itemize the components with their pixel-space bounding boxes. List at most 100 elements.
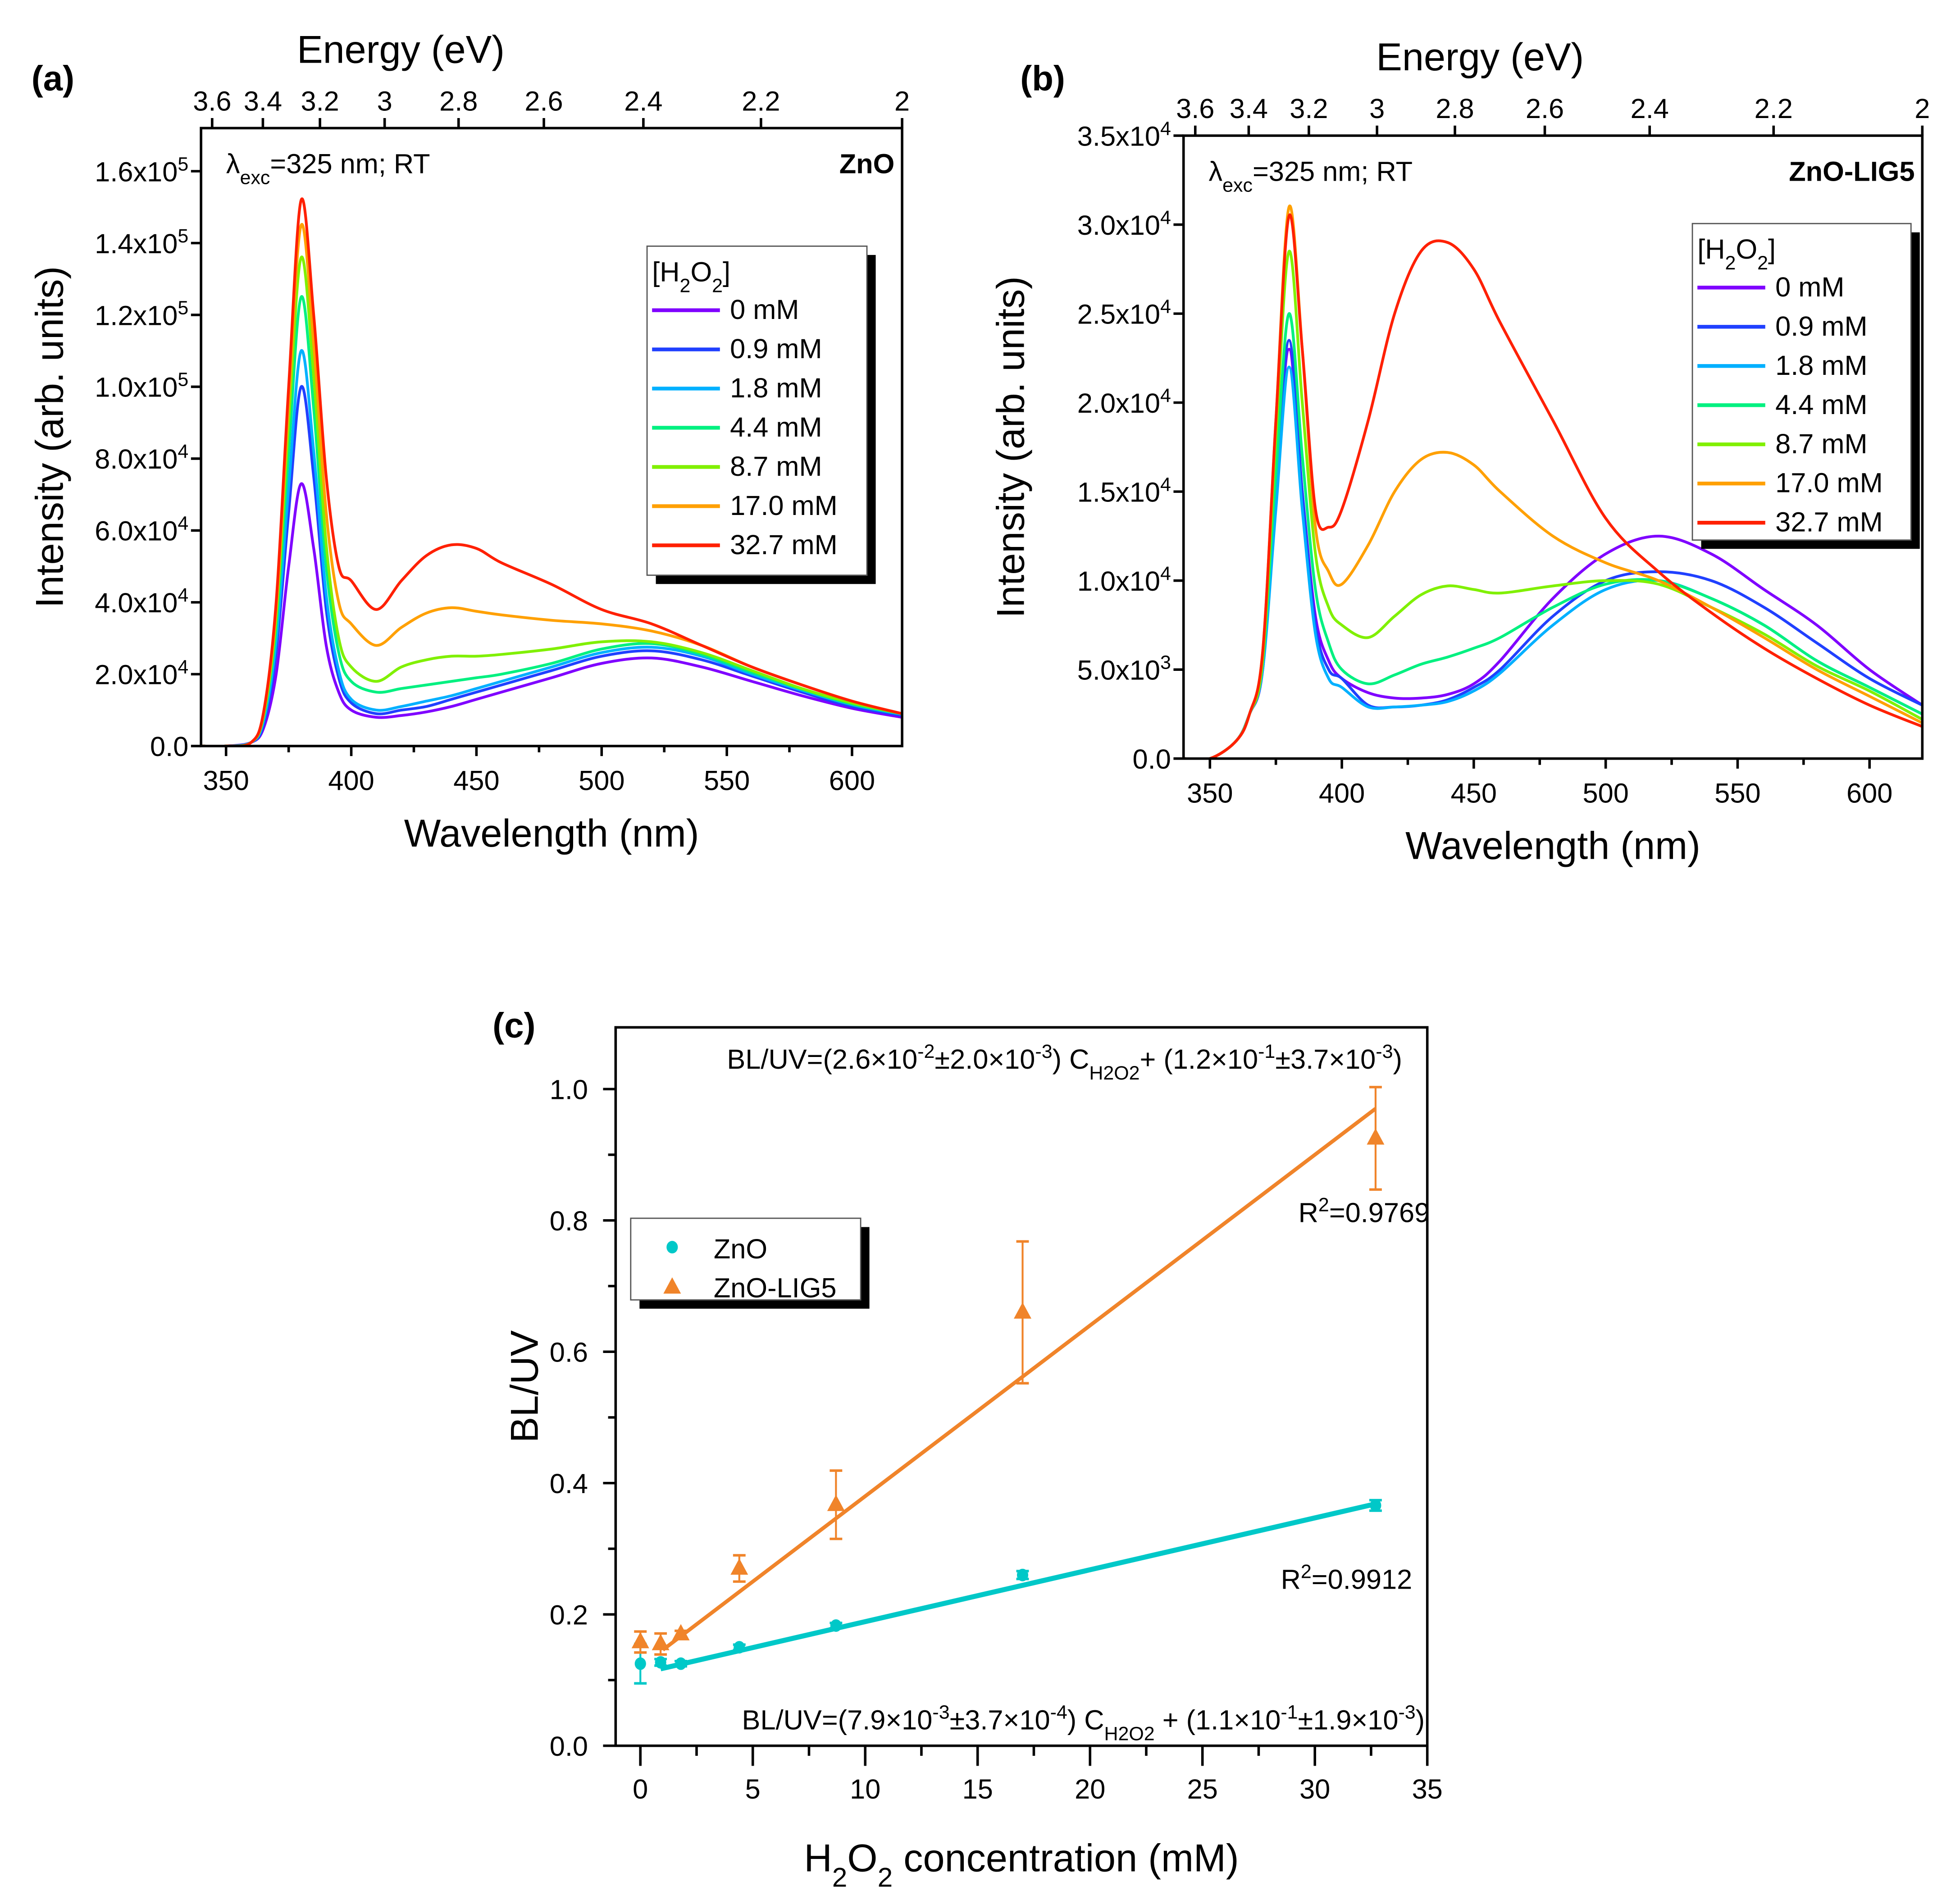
energy-tick-label: 3.6: [1176, 93, 1214, 124]
energy-tick-label: 2.8: [439, 85, 478, 116]
legend-label: 32.7 mM: [730, 529, 838, 560]
data-point-hexagon: [1016, 1568, 1029, 1581]
r-squared-ZnO: R2=0.9912: [1281, 1561, 1413, 1594]
y-tick-label: 1.0x104: [1077, 563, 1171, 597]
legend-label: 4.4 mM: [730, 411, 822, 442]
panel-label-a: (a): [32, 59, 74, 98]
energy-tick-label: 3: [1369, 93, 1385, 124]
legend-title: [H2O2]: [652, 256, 730, 296]
y-axis-title: BL/UV: [503, 1330, 546, 1443]
y-tick-label: 3.5x104: [1077, 118, 1171, 151]
x-tick-label: 600: [829, 765, 875, 796]
x-tick-label: 20: [1075, 1773, 1105, 1804]
excitation-annotation: λexc=325 nm; RT: [226, 148, 430, 189]
x-tick-label: 30: [1299, 1773, 1330, 1804]
data-point-hexagon: [1370, 1499, 1381, 1512]
y-axis-title: Intensity (arb. units): [989, 276, 1033, 618]
series-line-32.7mM: [201, 197, 903, 746]
legend-label: 17.0 mM: [730, 490, 838, 521]
data-point-triangle: [730, 1558, 748, 1575]
y-tick-label: 0.0: [150, 731, 188, 762]
energy-tick-label: 3.4: [1230, 93, 1268, 124]
x-axis-title: H2O2 concentration (mM): [804, 1837, 1239, 1893]
y-tick-label: 1.2x105: [95, 297, 188, 331]
series-line-0mM: [201, 482, 903, 746]
data-point-triangle: [672, 1624, 690, 1640]
x-tick-label: 350: [203, 765, 249, 796]
x-tick-label: 450: [453, 765, 499, 796]
legend-label: 17.0 mM: [1775, 467, 1883, 498]
data-point-hexagon: [830, 1619, 842, 1632]
sample-label: ZnO: [839, 148, 895, 179]
y-tick-label: 2.5x104: [1077, 296, 1171, 329]
panel-label-b: (b): [1020, 59, 1065, 98]
y-tick-label: 0.8: [550, 1205, 588, 1236]
energy-tick-label: 2.8: [1436, 93, 1474, 124]
y-tick-label: 8.0x104: [95, 441, 188, 474]
series-line-1.8mM: [201, 349, 903, 746]
data-point-triangle: [1013, 1302, 1032, 1319]
energy-tick-label: 3: [377, 85, 392, 116]
x-axis-title: Wavelength (nm): [1405, 824, 1700, 868]
panel-label-c: (c): [492, 1006, 535, 1045]
legend-label: 8.7 mM: [1775, 428, 1868, 459]
x-tick-label: 25: [1187, 1773, 1218, 1804]
legend-label: 0 mM: [730, 294, 799, 325]
series-group: [1183, 204, 1923, 759]
legend-label: 4.4 mM: [1775, 389, 1868, 420]
chart-b-znolig5-spectra: 350 400 450 500 550 600 Wavelength (nm) 0.0 5.0x…: [989, 36, 1930, 868]
y-tick-label: 1.4x105: [95, 225, 188, 259]
y-tick-label: 1.0: [550, 1074, 588, 1105]
x-tick-label: 500: [579, 765, 624, 796]
energy-axis-title: Energy (eV): [297, 28, 505, 71]
energy-tick-label: 3.6: [193, 85, 231, 116]
y-tick-label: 3.0x104: [1077, 207, 1171, 241]
legend-box: [646, 245, 868, 576]
y-tick-label: 0.0: [550, 1731, 588, 1762]
energy-tick-label: 2: [1914, 93, 1930, 124]
x-tick-label: 5: [745, 1773, 761, 1804]
y-tick-label: 1.6x105: [95, 153, 188, 187]
energy-tick-label: 2.4: [1631, 93, 1669, 124]
series-group: [201, 197, 903, 746]
legend-label: 0 mM: [1775, 271, 1844, 302]
y-tick-label: 6.0x104: [95, 513, 188, 547]
legend-label: ZnO-LIG5: [714, 1272, 837, 1303]
legend-label: 1.8 mM: [1775, 350, 1868, 381]
x-tick-label: 10: [850, 1773, 880, 1804]
x-axis-title: Wavelength (nm): [404, 812, 699, 855]
x-tick-label: 400: [1319, 777, 1365, 808]
x-tick-label: 0: [633, 1773, 648, 1804]
legend-label: 0.9 mM: [1775, 310, 1868, 342]
plot-frame: [614, 1026, 1429, 1747]
x-tick-label: 350: [1187, 777, 1233, 808]
energy-tick-label: 2.4: [624, 85, 662, 116]
series-line-32.7mM: [1183, 213, 1923, 759]
x-tick-label: 550: [1714, 777, 1760, 808]
legend-label: 32.7 mM: [1775, 506, 1883, 537]
fit-line-ZnO: [660, 1501, 1377, 1672]
data-point-hexagon: [655, 1656, 666, 1669]
legend-title: [H2O2]: [1697, 233, 1776, 274]
energy-tick-label: 2.2: [742, 85, 780, 116]
x-tick-label: 15: [962, 1773, 993, 1804]
energy-tick-label: 2.6: [1526, 93, 1564, 124]
y-tick-label: 1.5x104: [1077, 474, 1171, 507]
energy-tick-label: 3.4: [244, 85, 282, 116]
energy-tick-label: 2.2: [1755, 93, 1793, 124]
x-tick-label: 500: [1582, 777, 1628, 808]
plot-frame: [1182, 134, 1924, 760]
legend-label: ZnO: [714, 1233, 767, 1264]
data-point-triangle: [652, 1634, 670, 1650]
data-point-hexagon: [634, 1657, 646, 1670]
legend-label: 8.7 mM: [730, 451, 822, 482]
energy-tick-label: 2: [894, 85, 910, 116]
chart-c-blue-uv-ratio: 0 5 10 15 20 25 30 35 0.0 0.2 0.4 0.6 0.8 1.0 H2O2 con…: [503, 1026, 1443, 1893]
legend-box: [1691, 223, 1912, 541]
y-tick-label: 0.0: [1133, 743, 1171, 774]
y-tick-label: 2.0x104: [95, 656, 188, 690]
fit-equation-ZnO-LIG5: BL/UV=(2.6×10-2±2.0×10-3) CH2O2+ (1.2×10…: [727, 1041, 1402, 1084]
sample-label: ZnO-LIG5: [1789, 155, 1914, 187]
data-point-triangle: [827, 1494, 845, 1511]
